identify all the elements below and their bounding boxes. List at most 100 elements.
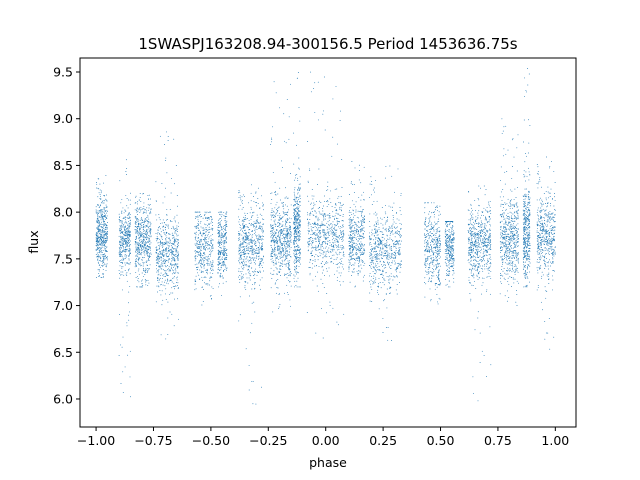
data-point <box>297 230 299 232</box>
data-point <box>277 207 279 209</box>
data-point <box>276 287 278 288</box>
data-point <box>253 222 255 224</box>
data-point <box>272 240 274 242</box>
data-point <box>199 214 201 215</box>
data-point <box>251 224 253 226</box>
data-point <box>260 228 261 230</box>
data-point <box>120 241 122 243</box>
data-point <box>200 253 202 255</box>
data-point <box>102 264 104 266</box>
data-point <box>258 248 260 250</box>
data-point <box>134 266 136 268</box>
data-point <box>177 267 179 268</box>
data-point <box>102 229 104 231</box>
data-point <box>222 277 224 279</box>
data-point <box>161 304 163 306</box>
data-point <box>296 225 298 227</box>
data-point <box>261 214 263 216</box>
data-point <box>359 234 361 236</box>
data-point <box>242 241 244 243</box>
data-point <box>249 295 251 297</box>
data-point <box>339 214 341 216</box>
data-point <box>219 229 221 231</box>
data-point <box>156 265 157 266</box>
data-point <box>225 253 227 255</box>
data-point <box>127 224 129 226</box>
data-point <box>222 252 223 254</box>
data-point <box>221 244 222 245</box>
data-point <box>245 281 247 283</box>
data-point <box>270 233 272 235</box>
data-point <box>280 275 281 276</box>
data-point <box>194 255 196 257</box>
data-point <box>155 301 157 303</box>
data-point <box>160 262 162 264</box>
data-point <box>240 266 242 268</box>
data-point <box>342 281 344 283</box>
data-point <box>163 249 165 251</box>
data-point <box>259 261 261 263</box>
data-point <box>275 190 277 192</box>
data-point <box>210 294 212 296</box>
data-point <box>331 254 333 256</box>
data-point <box>123 258 124 260</box>
data-point <box>296 196 298 198</box>
data-point <box>336 223 338 225</box>
data-point <box>210 249 212 251</box>
data-point <box>277 239 279 241</box>
data-point <box>169 280 171 282</box>
data-point <box>194 211 196 213</box>
data-point <box>201 243 203 245</box>
data-point <box>208 264 210 266</box>
data-point <box>205 224 207 226</box>
data-point <box>255 220 257 222</box>
data-point <box>148 259 149 261</box>
data-point <box>271 257 273 259</box>
data-point <box>104 223 106 225</box>
data-point <box>164 196 166 198</box>
data-point <box>203 215 205 217</box>
data-point <box>105 239 107 241</box>
data-point <box>212 260 214 262</box>
data-point <box>127 262 129 264</box>
data-point <box>172 235 174 237</box>
data-point <box>162 229 164 231</box>
data-point <box>162 245 164 247</box>
data-point <box>312 255 314 256</box>
data-point <box>295 234 297 235</box>
data-point <box>102 265 104 267</box>
data-point <box>242 239 244 241</box>
data-point <box>286 234 287 236</box>
data-point <box>299 216 301 218</box>
data-point <box>263 230 264 232</box>
data-point <box>318 236 320 238</box>
data-point <box>312 232 314 234</box>
data-point <box>105 225 107 227</box>
data-point <box>129 262 131 264</box>
data-point <box>167 248 169 249</box>
data-point <box>121 229 122 230</box>
data-point <box>238 279 240 280</box>
data-point <box>137 201 139 203</box>
data-point <box>95 277 97 278</box>
data-point <box>337 220 339 222</box>
data-point <box>294 195 296 197</box>
data-point <box>323 219 325 221</box>
data-point <box>225 241 227 243</box>
data-point <box>296 236 297 238</box>
data-point <box>217 232 219 234</box>
data-point <box>327 262 329 264</box>
data-point <box>146 233 148 235</box>
data-point <box>339 246 341 248</box>
data-point <box>311 240 312 242</box>
data-point <box>293 221 295 223</box>
data-point <box>194 250 196 252</box>
data-point <box>124 366 126 368</box>
data-point <box>244 217 246 218</box>
data-point <box>206 229 208 231</box>
data-point <box>252 249 254 251</box>
data-point <box>171 264 173 266</box>
data-point <box>286 277 288 279</box>
data-point <box>120 237 122 239</box>
data-point <box>247 247 249 249</box>
